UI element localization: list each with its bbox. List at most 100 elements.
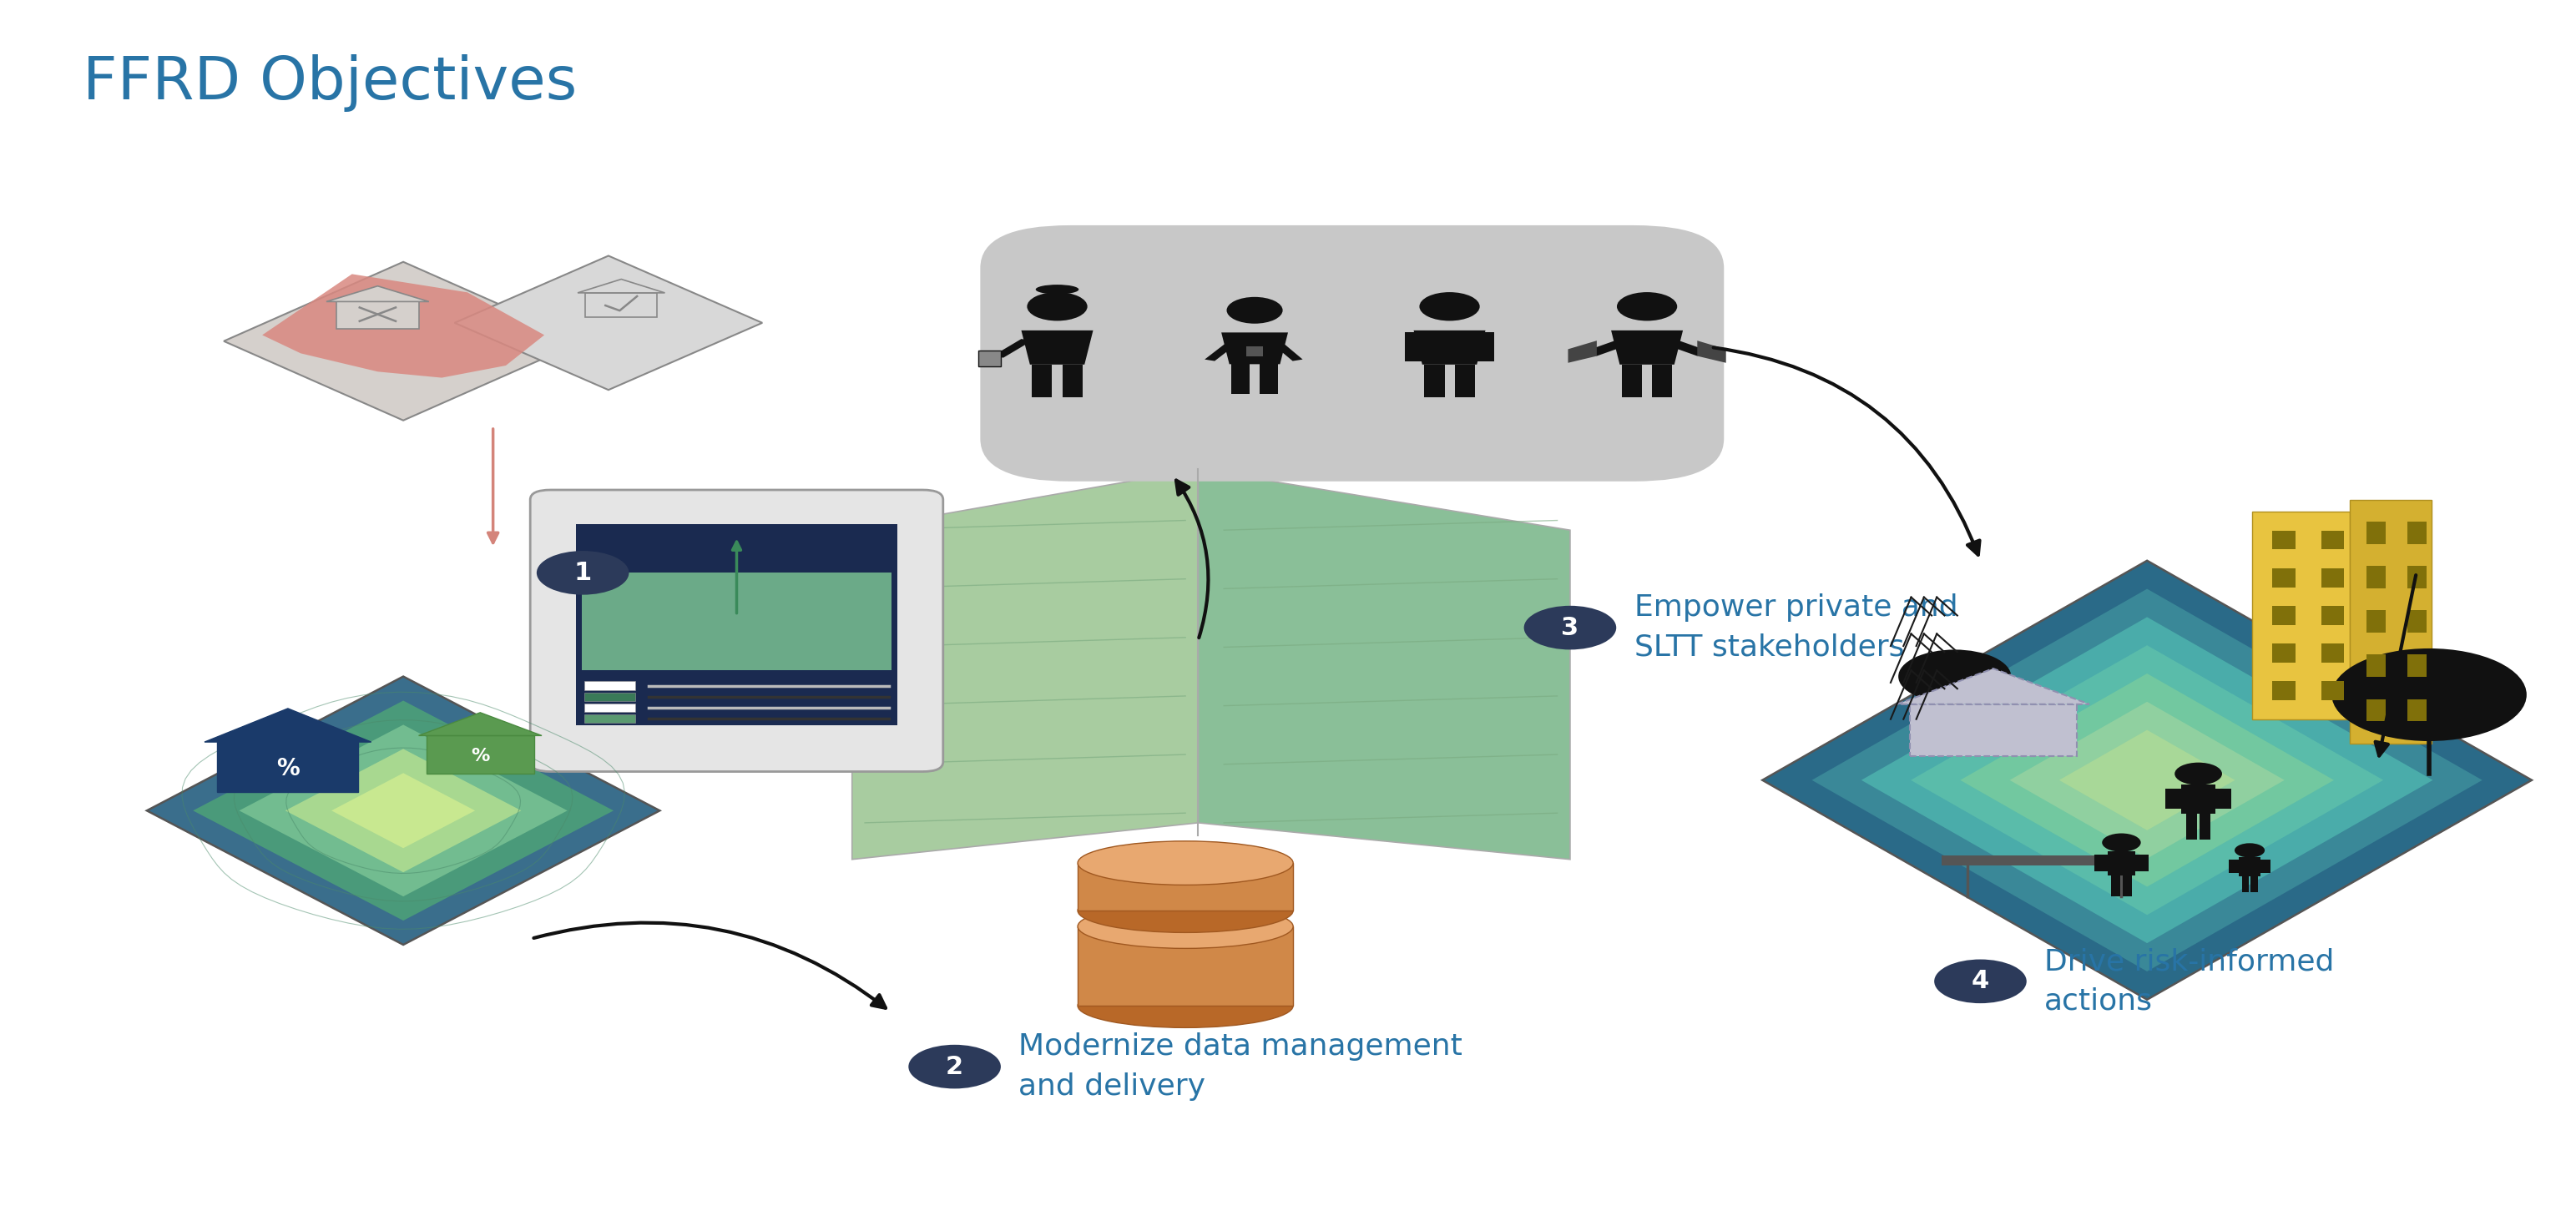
Polygon shape [332,773,474,848]
Circle shape [909,1045,1002,1088]
Text: 1: 1 [574,560,592,585]
Circle shape [1899,650,2012,703]
Polygon shape [224,262,582,421]
Bar [585,681,636,689]
Polygon shape [2058,730,2236,830]
Bar [2259,859,2269,873]
Bar [2409,699,2427,721]
Ellipse shape [1077,905,1293,948]
Text: 4: 4 [1971,969,1989,993]
Bar [2112,875,2120,896]
Bar [1651,364,1672,396]
Polygon shape [1862,617,2432,943]
Text: Drive risk-informed
actions: Drive risk-informed actions [2045,948,2334,1016]
Bar [2094,854,2107,872]
Circle shape [2331,649,2527,741]
Bar [1909,704,2076,756]
Polygon shape [240,725,567,896]
Bar [2272,569,2295,587]
Bar [2107,852,2136,875]
Bar [2123,875,2130,896]
FancyBboxPatch shape [981,225,1723,481]
Polygon shape [453,256,762,390]
Circle shape [1028,292,1087,321]
Bar [585,714,636,723]
Bar [1033,364,1051,396]
FancyBboxPatch shape [531,490,943,772]
Polygon shape [1960,673,2334,886]
Bar [1623,364,1641,396]
Ellipse shape [1036,284,1079,294]
Polygon shape [193,700,613,921]
Polygon shape [577,279,665,293]
Bar [582,572,891,671]
Polygon shape [1811,588,2483,971]
Circle shape [1525,606,1615,650]
Bar [2409,611,2427,633]
Circle shape [2174,762,2223,785]
Bar [2239,857,2259,876]
Text: Shift from binary to
probabilistic analysis: Shift from binary to probabilistic analy… [608,612,922,680]
Text: Modernize data management
and delivery: Modernize data management and delivery [1018,1033,1463,1101]
Bar [2182,784,2215,814]
Bar [2272,531,2295,549]
Polygon shape [204,709,371,742]
Bar [1455,364,1473,396]
Text: 3: 3 [1561,616,1579,640]
Bar [2367,655,2385,677]
Bar [2187,814,2197,840]
Polygon shape [263,275,544,378]
Bar [2241,876,2249,892]
Bar [2272,681,2295,700]
Bar [428,736,533,774]
Polygon shape [1664,339,1708,356]
Bar [1942,856,2146,865]
Circle shape [2233,843,2264,858]
Polygon shape [327,286,430,302]
Polygon shape [1911,645,2383,915]
Polygon shape [992,339,1033,358]
Bar [1077,927,1293,1006]
Circle shape [1226,297,1283,324]
Polygon shape [1698,341,1726,363]
Polygon shape [1020,330,1092,364]
Polygon shape [1762,560,2532,1000]
Polygon shape [1610,330,1682,364]
Bar [1061,364,1082,396]
Bar [216,742,358,793]
Bar [337,302,420,329]
Bar [2367,566,2385,588]
Bar [2409,655,2427,677]
Bar [2251,876,2257,892]
Bar [2272,606,2295,625]
Bar [2409,522,2427,544]
Circle shape [2102,833,2141,852]
Ellipse shape [1077,841,1293,885]
Bar [2200,814,2210,840]
Bar [2409,566,2427,588]
Polygon shape [420,713,541,736]
Ellipse shape [1077,984,1293,1028]
Bar [2321,681,2344,700]
Text: FFRD Objectives: FFRD Objectives [82,54,577,112]
Bar [2136,854,2148,872]
Bar [585,293,657,316]
Bar [577,524,896,725]
Polygon shape [853,469,1198,859]
Bar [2215,789,2231,809]
Polygon shape [1587,339,1631,356]
Polygon shape [286,748,520,873]
Text: %: % [276,757,299,780]
Polygon shape [1896,668,2089,704]
Bar [2367,699,2385,721]
Bar [1425,364,1445,396]
Bar [585,692,636,700]
Text: %: % [471,747,489,764]
Bar [1404,332,1422,361]
Bar [2321,569,2344,587]
Polygon shape [147,677,659,944]
Polygon shape [1569,341,1597,363]
Bar [2349,500,2432,744]
Circle shape [1419,292,1479,321]
Bar [2228,859,2239,873]
